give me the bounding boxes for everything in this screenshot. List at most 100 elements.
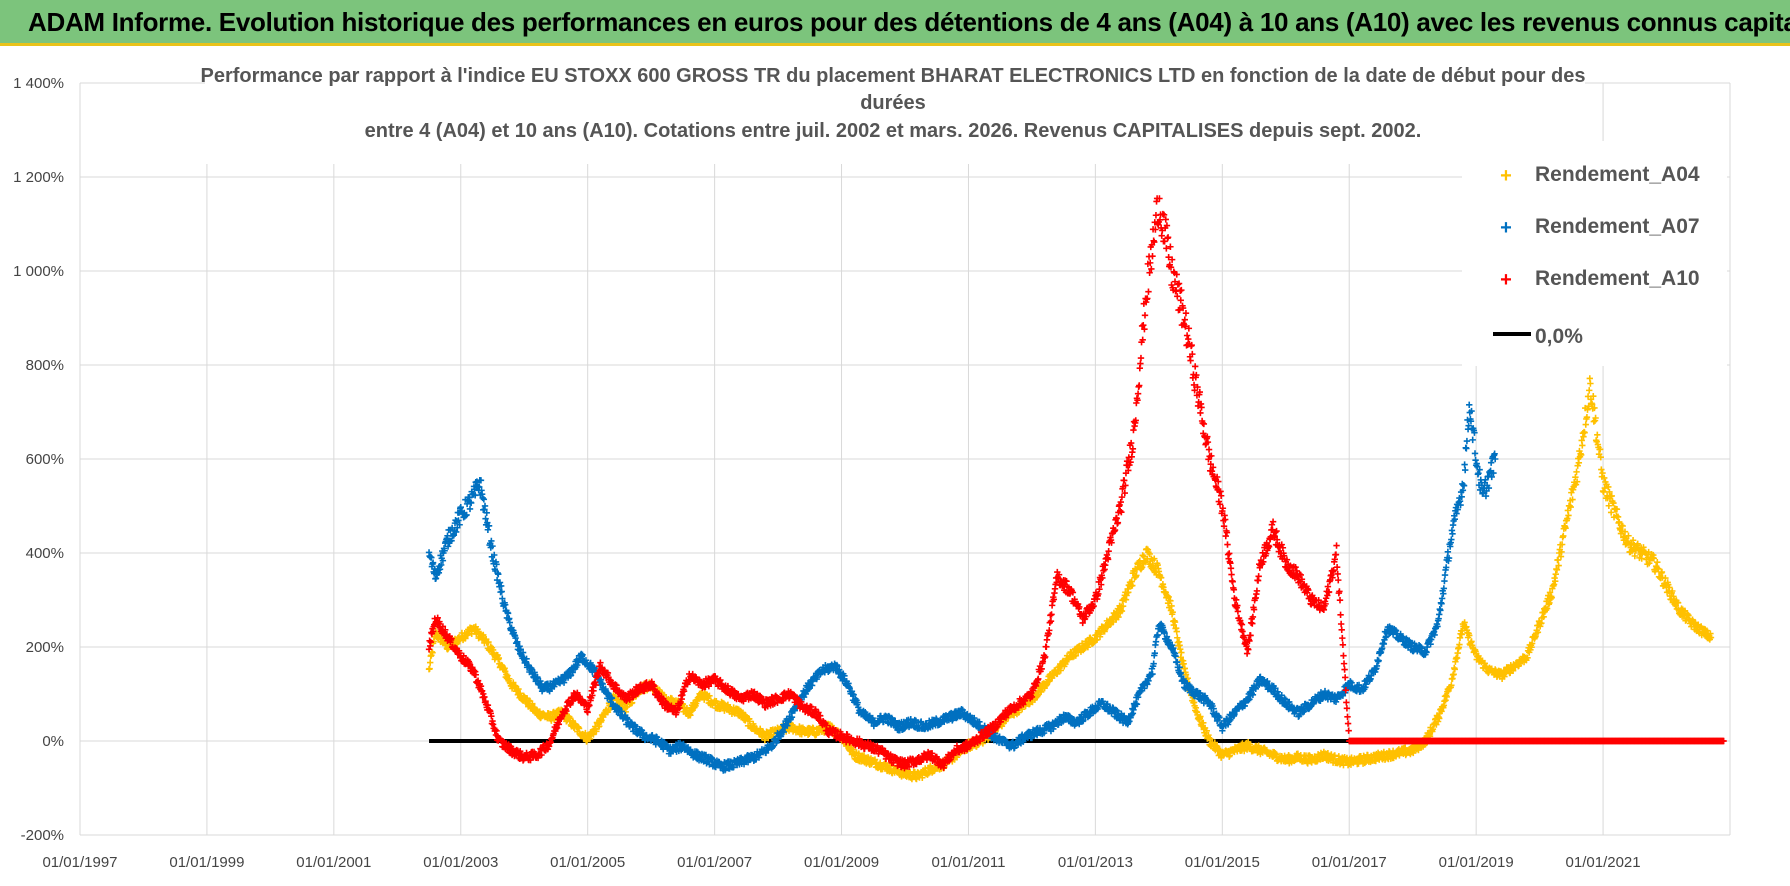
data-point <box>1573 468 1580 476</box>
data-point <box>537 677 544 685</box>
data-point <box>534 674 541 681</box>
data-point <box>1703 627 1711 634</box>
data-point <box>1567 503 1574 511</box>
data-point <box>504 610 512 617</box>
data-point <box>482 515 489 522</box>
data-point <box>1146 550 1153 558</box>
data-point <box>1528 640 1536 647</box>
data-point <box>1555 562 1562 569</box>
data-point <box>1524 654 1531 662</box>
data-point <box>1560 532 1567 540</box>
data-point <box>432 575 440 582</box>
data-point <box>439 557 447 564</box>
data-point <box>1605 502 1613 509</box>
data-point <box>560 679 568 686</box>
data-point <box>1600 488 1607 496</box>
data-point <box>1591 404 1598 412</box>
data-point <box>860 752 868 759</box>
data-point <box>1361 759 1369 767</box>
data-point <box>1577 451 1585 459</box>
data-point <box>1597 453 1604 461</box>
data-point <box>1114 612 1121 620</box>
data-point <box>529 700 536 707</box>
data-point <box>1176 645 1184 653</box>
data-point <box>1168 602 1175 610</box>
report-header: ADAM Informe. Evolution historique des p… <box>0 0 1790 46</box>
data-point <box>1582 421 1589 428</box>
data-point <box>441 547 448 554</box>
data-point <box>1475 652 1482 660</box>
data-point <box>1456 641 1463 648</box>
data-point <box>1669 587 1676 595</box>
data-point <box>1614 513 1622 521</box>
data-point <box>1583 414 1591 421</box>
data-point <box>1638 555 1645 562</box>
data-point <box>426 665 433 672</box>
data-point <box>1658 568 1666 576</box>
data-point <box>1543 605 1551 612</box>
data-point <box>429 559 437 566</box>
data-point <box>1607 509 1615 516</box>
data-point <box>1178 649 1185 656</box>
data-point <box>1625 532 1632 539</box>
data-point <box>1579 442 1586 449</box>
data-point <box>1621 528 1629 535</box>
data-point <box>1572 473 1579 481</box>
data-point <box>688 707 695 715</box>
data-point <box>1450 671 1457 678</box>
data-point <box>1634 540 1641 548</box>
data-point <box>485 522 493 530</box>
data-point <box>1255 742 1262 749</box>
data-point <box>493 561 500 568</box>
data-point <box>516 643 523 650</box>
data-point <box>706 692 713 700</box>
data-point <box>1674 599 1682 607</box>
data-point <box>1619 522 1626 530</box>
data-point <box>1173 628 1180 635</box>
data-point <box>1167 597 1174 604</box>
data-point <box>1401 744 1409 752</box>
data-point <box>452 528 460 536</box>
data-point <box>483 509 490 516</box>
data-point <box>477 477 485 484</box>
data-point <box>1666 584 1673 591</box>
data-point <box>1590 418 1598 425</box>
data-point <box>1206 735 1214 743</box>
data-point <box>1157 574 1165 581</box>
data-point <box>586 735 594 743</box>
data-point <box>1594 431 1601 438</box>
data-point <box>1606 488 1613 496</box>
data-point <box>1451 666 1459 673</box>
data-point <box>1551 577 1559 585</box>
data-point <box>495 571 502 578</box>
data-point <box>1564 515 1571 522</box>
series-rendement-a04 <box>425 375 1715 783</box>
data-point <box>1554 556 1562 564</box>
data-point <box>1115 613 1122 621</box>
data-point <box>497 582 505 590</box>
data-point <box>495 654 503 662</box>
report-title: ADAM Informe. Evolution historique des p… <box>28 7 1790 37</box>
data-point <box>1331 752 1339 759</box>
data-point <box>491 551 498 559</box>
data-point <box>456 521 463 528</box>
data-point <box>429 649 436 656</box>
data-point <box>455 517 462 524</box>
data-point <box>523 655 530 663</box>
data-point <box>720 700 728 707</box>
data-point <box>1565 512 1572 519</box>
data-point <box>1562 524 1569 532</box>
data-point <box>448 537 455 544</box>
data-point <box>464 631 471 639</box>
grid <box>79 82 1731 836</box>
data-point <box>1546 599 1553 607</box>
data-point <box>1133 572 1140 579</box>
data-point <box>1586 387 1593 394</box>
data-point <box>1448 682 1455 689</box>
data-point <box>1165 593 1172 601</box>
data-point <box>481 502 489 510</box>
data-point <box>1650 555 1658 562</box>
data-point <box>1509 667 1517 674</box>
data-point <box>437 561 445 569</box>
data-point <box>1610 499 1617 507</box>
